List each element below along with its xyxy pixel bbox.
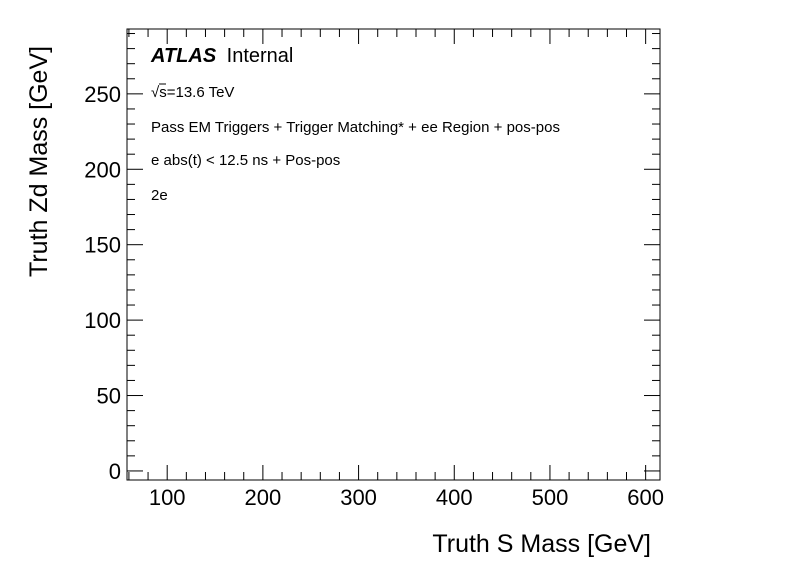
plot-frame: [126, 28, 661, 481]
y-tick-label: 100: [84, 308, 121, 333]
y-tick-label: 50: [97, 384, 121, 409]
x-axis-ticks: [128, 29, 647, 480]
atlas-status-label: Internal: [227, 45, 294, 67]
x-axis-title: Truth S Mass [GeV]: [432, 530, 651, 558]
atlas-label: ATLAS Internal: [150, 45, 293, 67]
energy-value: s=13.6 TeV: [159, 84, 234, 101]
y-tick-label: 0: [109, 459, 121, 484]
x-tick-label: 200: [245, 485, 282, 510]
energy-sqrt-sign: √: [151, 84, 160, 101]
x-tick-label: 100: [149, 485, 186, 510]
channel-label: 2e: [151, 187, 168, 204]
y-axis-title: Truth Zd Mass [GeV]: [25, 46, 53, 277]
x-tick-label: 300: [340, 485, 377, 510]
y-axis-tick-labels: 0 50 100 150 200 250: [84, 82, 121, 484]
x-tick-label: 600: [627, 485, 664, 510]
y-tick-label: 250: [84, 82, 121, 107]
atlas-experiment-label: ATLAS: [150, 45, 217, 67]
selection-label-2: e abs(t) < 12.5 ns + Pos-pos: [151, 152, 340, 169]
x-tick-label: 400: [436, 485, 473, 510]
x-tick-label: 500: [532, 485, 569, 510]
y-axis-ticks: [127, 33, 660, 472]
y-tick-label: 150: [84, 233, 121, 258]
x-axis-tick-labels: 100 200 300 400 500 600: [149, 485, 664, 510]
energy-label: √s=13.6 TeV: [151, 84, 234, 101]
selection-label-1: Pass EM Triggers + Trigger Matching* + e…: [151, 119, 560, 136]
y-tick-label: 200: [84, 157, 121, 182]
